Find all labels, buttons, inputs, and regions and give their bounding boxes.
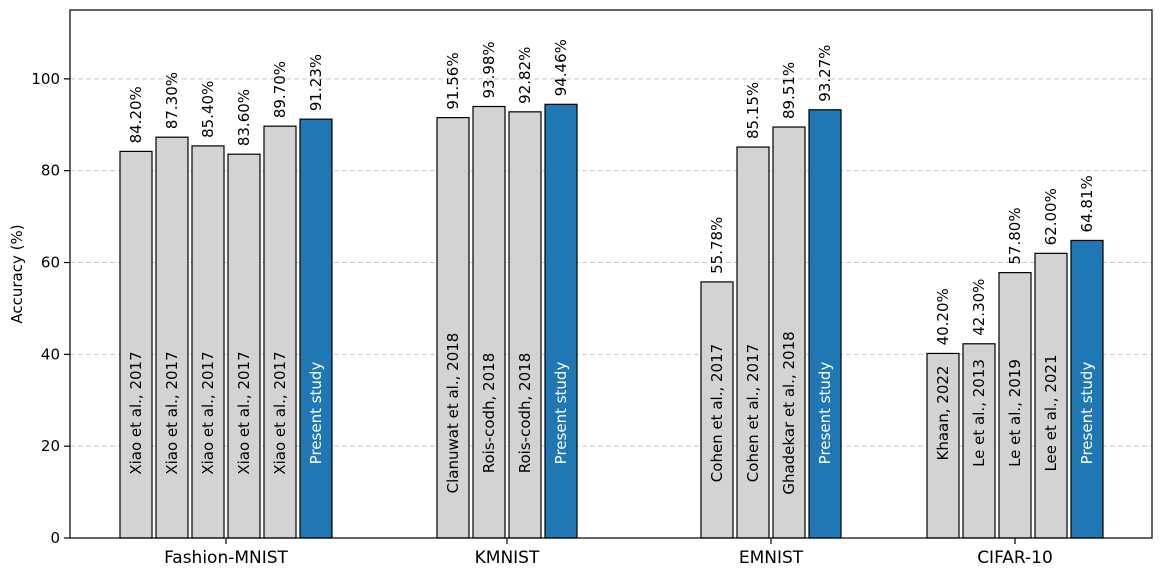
bar-present-study	[544, 103, 578, 539]
bar-study-label: Lee et al., 2021	[1042, 354, 1060, 471]
bar-value-label: 84.20%	[127, 86, 145, 143]
bar-value-label: 57.80%	[1006, 207, 1024, 264]
bar-labels: 84.20% Xiao et al., 2017 87.30% Xiao et al.…	[127, 39, 1096, 495]
bar-value-label: 93.98%	[480, 41, 498, 98]
bar-reference	[227, 153, 261, 539]
y-axis-title: Accuracy (%)	[8, 224, 26, 323]
bar-reference	[155, 136, 189, 539]
bar-value-label: 91.23%	[307, 54, 325, 111]
bar-reference	[772, 126, 806, 539]
bar-reference	[119, 150, 153, 539]
bar-value-label: 42.30%	[970, 279, 988, 336]
bar-study-label: Xiao et al., 2017	[163, 351, 181, 474]
y-tick-label: 0	[50, 529, 60, 547]
bar-reference	[700, 281, 734, 539]
bar-study-label: Xiao et al., 2017	[127, 351, 145, 474]
plot-frame	[69, 9, 1153, 539]
bar-study-label: Xiao et al., 2017	[235, 351, 253, 474]
bar-value-label: 62.00%	[1042, 188, 1060, 245]
bar-reference	[998, 272, 1032, 539]
bar-value-label: 83.60%	[235, 89, 253, 146]
bar-study-label: Ghadekar et al., 2018	[780, 331, 798, 494]
bar-value-label: 85.15%	[744, 82, 762, 139]
bar-reference	[191, 145, 225, 539]
bar-reference	[1034, 252, 1068, 539]
bar-present-study	[1070, 239, 1104, 539]
x-group-label: CIFAR-10	[977, 548, 1053, 568]
bar-value-label: 40.20%	[934, 288, 952, 345]
bar-reference	[263, 125, 297, 539]
bar-value-label: 92.82%	[516, 47, 534, 104]
bar-study-label: Le et al., 2019	[1006, 359, 1024, 467]
y-tick-label: 80	[41, 162, 60, 180]
bar-reference	[436, 117, 470, 539]
bar-value-label: 93.27%	[816, 45, 834, 102]
bars	[119, 103, 1104, 539]
bar-reference	[508, 111, 542, 539]
bar-study-label: Present study	[307, 362, 325, 465]
bar-study-label: Present study	[1078, 362, 1096, 465]
bar-study-label: Le et al., 2013	[970, 359, 988, 467]
bar-present-study	[808, 109, 842, 539]
bar-study-label: Clanuwat et al., 2018	[444, 333, 462, 494]
bar-value-label: 55.78%	[708, 217, 726, 274]
y-tick-label: 40	[41, 345, 60, 363]
bar-study-label: Rois-codh, 2018	[516, 353, 534, 473]
y-tick-label: 60	[41, 254, 60, 272]
bar-study-label: Khaan, 2022	[934, 366, 952, 461]
bar-study-label: Cohen et al., 2017	[708, 344, 726, 482]
y-tick-label: 20	[41, 437, 60, 455]
y-tick-label: 100	[31, 70, 60, 88]
x-group-label: KMNIST	[475, 548, 540, 568]
bar-study-label: Cohen et al., 2017	[744, 344, 762, 482]
bar-present-study	[299, 118, 333, 539]
bar-value-label: 89.70%	[271, 61, 289, 118]
bar-value-label: 89.51%	[780, 62, 798, 119]
bar-value-label: 94.46%	[552, 39, 570, 96]
bar-study-label: Rois-codh, 2018	[480, 353, 498, 473]
bar-study-label: Xiao et al., 2017	[271, 351, 289, 474]
bar-study-label: Present study	[552, 362, 570, 465]
x-group-label: EMNIST	[739, 548, 804, 568]
bar-study-label: Present study	[816, 362, 834, 465]
bar-reference	[472, 105, 506, 539]
bar-study-label: Xiao et al., 2017	[199, 351, 217, 474]
x-group-label: Fashion-MNIST	[164, 548, 288, 568]
bar-value-label: 85.40%	[199, 81, 217, 138]
bar-value-label: 64.81%	[1078, 175, 1096, 232]
bar-value-label: 87.30%	[163, 72, 181, 129]
bar-value-label: 91.56%	[444, 52, 462, 109]
axes: 0 20 40 60 80 100 Fashion-MNIST KMNIST EMNIST CIF…	[31, 70, 1052, 568]
